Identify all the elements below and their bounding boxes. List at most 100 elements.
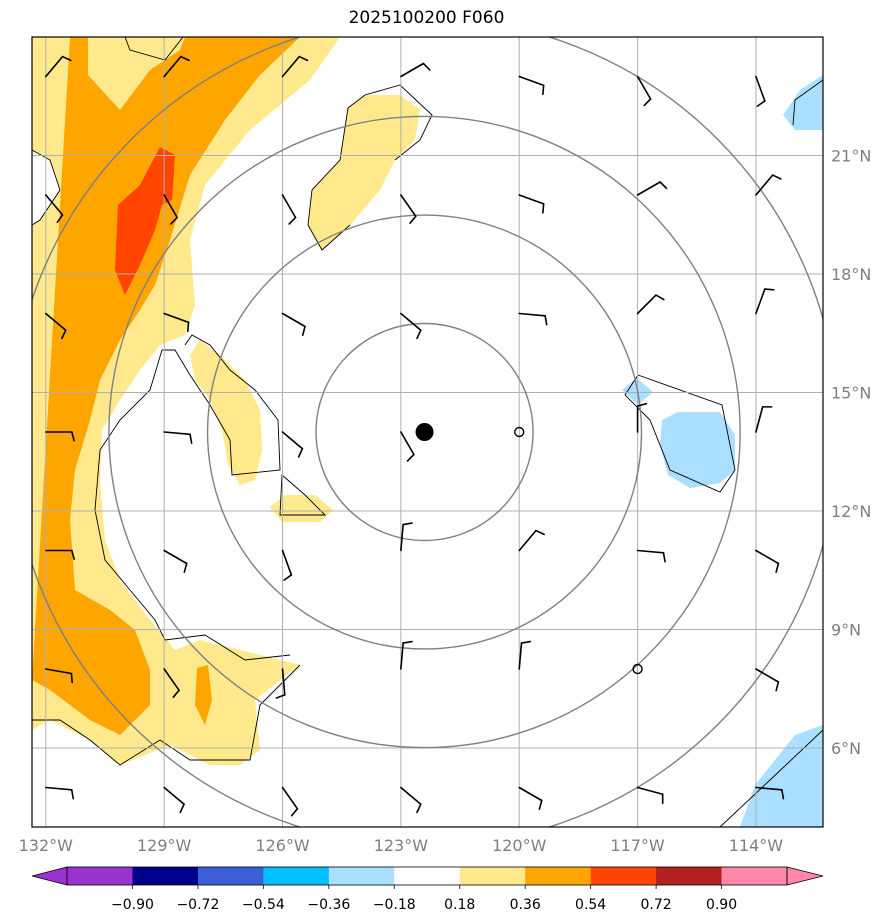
wind-barb xyxy=(400,431,415,462)
wind-barb xyxy=(281,55,309,78)
wind-barb xyxy=(163,786,185,814)
longitude-tick-label: 126°W xyxy=(255,836,310,855)
wind-barb xyxy=(636,75,652,107)
anomaly-fill-layer xyxy=(32,37,823,827)
anomaly-region-central xyxy=(190,340,262,485)
wind-barb xyxy=(281,431,304,458)
wind-barb xyxy=(400,62,431,78)
wind-barb xyxy=(163,194,178,225)
colorbar-tick-label: −0.18 xyxy=(373,897,416,913)
colorbar-segment xyxy=(721,867,788,885)
wind-barb xyxy=(755,174,782,196)
wind-barbs xyxy=(45,55,785,817)
negative-region-southeast xyxy=(740,725,823,827)
longitude-tick-label: 114°W xyxy=(729,836,784,855)
colorbar-segment xyxy=(459,867,526,885)
storm-center-marker xyxy=(415,423,434,441)
wind-barb xyxy=(163,312,190,333)
open-circle-marker xyxy=(632,663,643,675)
negative-region-east xyxy=(660,412,735,488)
colorbar-segment xyxy=(394,867,461,885)
colorbar-segment xyxy=(67,867,133,885)
open-circle-marker xyxy=(514,426,525,438)
anomaly-region-west-orange xyxy=(32,37,300,735)
wind-barb xyxy=(45,194,64,224)
longitude-tick-label: 123°W xyxy=(374,836,429,855)
range-ring xyxy=(315,322,534,542)
range-ring xyxy=(108,115,741,749)
wind-barb xyxy=(518,312,548,326)
colorbar-tick-label: 0.72 xyxy=(641,897,672,913)
colorbar xyxy=(31,866,824,886)
latitude-tick-label: 12°N xyxy=(831,502,871,521)
wind-barb xyxy=(755,288,775,315)
wind-barb xyxy=(636,181,668,196)
wind-barb xyxy=(755,75,766,107)
wind-barb xyxy=(281,312,306,336)
longitude-tick-label: 132°W xyxy=(19,836,74,855)
wind-barb xyxy=(518,75,545,96)
colorbar-segment xyxy=(263,867,330,885)
wind-barb xyxy=(45,431,75,442)
latitude-tick-label: 15°N xyxy=(831,384,871,403)
range-ring xyxy=(206,214,643,650)
wind-barb xyxy=(755,406,773,433)
wind-barb xyxy=(275,668,286,699)
wind-barb xyxy=(400,312,422,340)
wind-barb xyxy=(755,549,780,573)
wind-barb xyxy=(400,522,413,552)
wind-barb xyxy=(636,402,648,433)
wind-barb xyxy=(755,668,780,692)
longitude-tick-label: 117°W xyxy=(610,836,665,855)
wind-barb xyxy=(518,194,545,214)
colorbar-tick-label: −0.72 xyxy=(176,897,219,913)
wind-barb xyxy=(518,640,532,670)
range-rings xyxy=(32,37,823,827)
latitude-tick-label: 18°N xyxy=(831,265,871,284)
anomaly-region-small xyxy=(270,495,333,522)
wind-barb xyxy=(636,786,664,805)
wind-barb xyxy=(400,640,413,670)
wind-barb xyxy=(636,294,665,315)
colorbar-over-arrow xyxy=(786,866,824,886)
wind-barb xyxy=(163,431,193,444)
wind-barb xyxy=(636,549,666,563)
latitude-tick-label: 6°N xyxy=(831,739,861,758)
colorbar-segment xyxy=(525,867,592,885)
wind-barb xyxy=(45,786,75,800)
longitude-tick-label: 129°W xyxy=(137,836,192,855)
anomaly-region-south-orange xyxy=(195,665,212,725)
wind-barb xyxy=(518,786,543,810)
latitude-tick-label: 21°N xyxy=(831,147,871,166)
colorbar-segment xyxy=(197,867,264,885)
contour-lines xyxy=(32,37,823,827)
colorbar-tick-label: 0.18 xyxy=(444,897,475,913)
colorbar-segment xyxy=(590,867,657,885)
anomaly-region-west-red xyxy=(115,147,175,295)
colorbar-segment xyxy=(656,867,722,885)
latitude-tick-label: 9°N xyxy=(831,621,861,640)
wind-barb xyxy=(45,668,73,684)
colorbar-tick-label: 0.54 xyxy=(575,897,606,913)
colorbar-under-arrow xyxy=(31,866,68,886)
wind-barb xyxy=(45,549,75,560)
wind-barb xyxy=(755,786,785,800)
wind-barb xyxy=(281,549,293,581)
colorbar-outline xyxy=(66,866,788,886)
colorbar-segment xyxy=(328,867,395,885)
wind-barb xyxy=(163,668,180,698)
negative-region-northeast xyxy=(783,75,823,130)
colorbar-tick-label: −0.54 xyxy=(242,897,285,913)
anomaly-region-north xyxy=(308,95,420,250)
wind-barb xyxy=(163,55,190,78)
longitude-tick-label: 120°W xyxy=(492,836,547,855)
map-frame xyxy=(31,36,824,828)
map-title: 2025100200 F060 xyxy=(348,8,505,28)
colorbar-tick-label: −0.90 xyxy=(111,897,154,913)
wind-barb xyxy=(400,786,422,814)
colorbar-tick-labels: −0.90 −0.72 −0.54 −0.36 −0.18 0.18 0.36 0.54 0.7… xyxy=(111,885,737,913)
wind-barb xyxy=(281,786,299,817)
colorbar-tick-label: −0.36 xyxy=(307,897,350,913)
wind-barb xyxy=(163,549,188,573)
